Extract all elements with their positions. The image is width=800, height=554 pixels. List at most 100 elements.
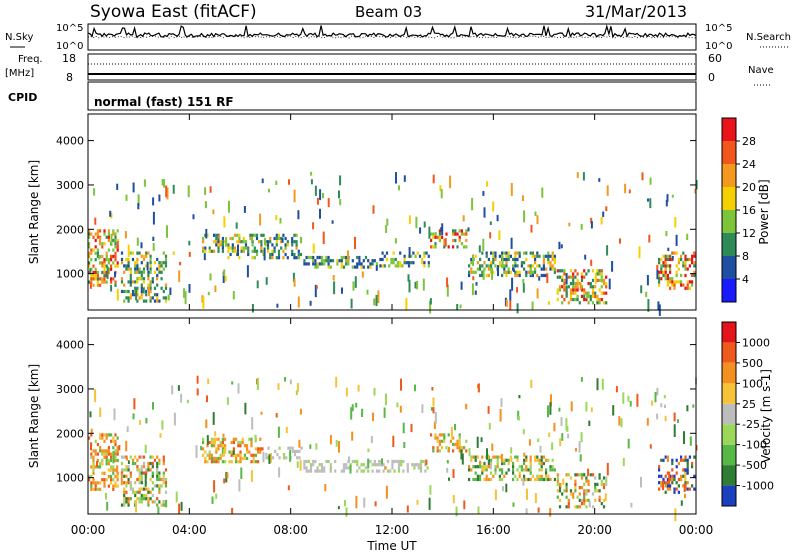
data-cell: [156, 461, 159, 466]
data-cell: [381, 264, 384, 268]
data-cell: [527, 468, 530, 472]
data-cell: [525, 477, 528, 482]
data-cell: [598, 489, 601, 493]
data-cell: [381, 251, 384, 255]
data-cell: [273, 249, 276, 253]
data-cell: [232, 447, 235, 451]
data-cell: [565, 495, 568, 499]
data-cell: [127, 244, 130, 257]
data-cell: [135, 500, 137, 513]
data-cell: [684, 257, 687, 262]
data-cell: [580, 275, 584, 279]
data-cell: [151, 474, 154, 478]
data-cell: [237, 383, 240, 394]
data-cell: [430, 407, 433, 411]
data-cell: [204, 187, 207, 195]
data-cell: [310, 179, 313, 185]
data-cell: [132, 182, 135, 193]
data-cell: [353, 265, 357, 269]
data-cell: [540, 477, 543, 482]
data-cell: [149, 497, 152, 501]
data-cell: [605, 479, 608, 483]
data-cell: [260, 246, 263, 250]
data-cell: [395, 172, 397, 184]
data-cell: [105, 235, 108, 239]
data-cell: [402, 422, 405, 434]
data-cell: [92, 274, 95, 278]
data-cell: [373, 298, 376, 306]
data-cell: [385, 225, 388, 233]
data-cell: [671, 461, 674, 466]
data-cell: [238, 240, 241, 244]
data-cell: [284, 377, 286, 382]
data-cell: [120, 251, 124, 255]
data-cell: [438, 235, 441, 239]
data-cell: [153, 458, 157, 462]
data-cell: [145, 417, 148, 424]
data-cell: [468, 468, 471, 472]
data-cell: [309, 463, 313, 467]
data-cell: [336, 259, 339, 263]
data-cell: [425, 251, 428, 255]
data-cell: [542, 455, 545, 459]
data-cell: [664, 273, 667, 278]
data-cell: [255, 236, 259, 241]
data-cell: [219, 453, 222, 457]
data-cell: [164, 481, 168, 485]
data-cell: [375, 262, 379, 266]
data-cell: [239, 450, 242, 454]
data-cell: [99, 449, 102, 453]
data-cell: [458, 439, 461, 443]
data-cell: [164, 264, 168, 268]
data-cell: [323, 259, 326, 263]
data-cell: [460, 232, 463, 236]
data-cell: [221, 460, 224, 464]
data-cell: [367, 469, 370, 473]
data-cell: [501, 468, 504, 472]
data-cell: [299, 459, 302, 471]
data-cell: [125, 497, 128, 501]
data-cell: [657, 301, 660, 311]
data-cell: [92, 458, 95, 463]
data-cell: [109, 210, 112, 217]
data-cell: [138, 270, 141, 274]
data-cell: [103, 270, 106, 275]
data-cell: [600, 482, 603, 486]
data-cell: [312, 463, 315, 467]
data-cell: [514, 254, 517, 258]
data-cell: [357, 384, 360, 392]
data-cell: [408, 247, 411, 258]
data-cell: [347, 250, 349, 263]
data-cell: [542, 461, 545, 466]
data-cell: [239, 460, 242, 464]
data-cell: [385, 251, 389, 255]
data-cell: [481, 273, 484, 278]
data-cell: [196, 388, 199, 396]
data-cell: [116, 248, 119, 252]
data-cell: [129, 487, 132, 491]
data-cell: [96, 274, 99, 278]
data-cell: [671, 277, 674, 281]
data-cell: [491, 268, 493, 280]
data-cell: [377, 290, 380, 304]
data-cell: [423, 251, 426, 255]
data-cell: [568, 222, 571, 227]
data-cell: [585, 479, 588, 483]
data-cell: [101, 242, 104, 246]
data-cell: [94, 245, 97, 249]
data-cell: [101, 245, 104, 249]
data-cell: [523, 461, 526, 466]
data-cell: [140, 500, 143, 504]
data-cell: [434, 433, 437, 437]
data-cell: [219, 240, 222, 244]
data-cell: [392, 261, 395, 265]
data-cell: [594, 272, 597, 284]
data-cell: [583, 269, 586, 273]
data-cell: [401, 264, 404, 268]
data-cell: [658, 257, 661, 262]
data-cell: [215, 447, 218, 451]
data-cell: [305, 466, 308, 470]
data-cell: [113, 408, 116, 421]
data-cell: [156, 267, 159, 271]
data-cell: [669, 270, 672, 274]
